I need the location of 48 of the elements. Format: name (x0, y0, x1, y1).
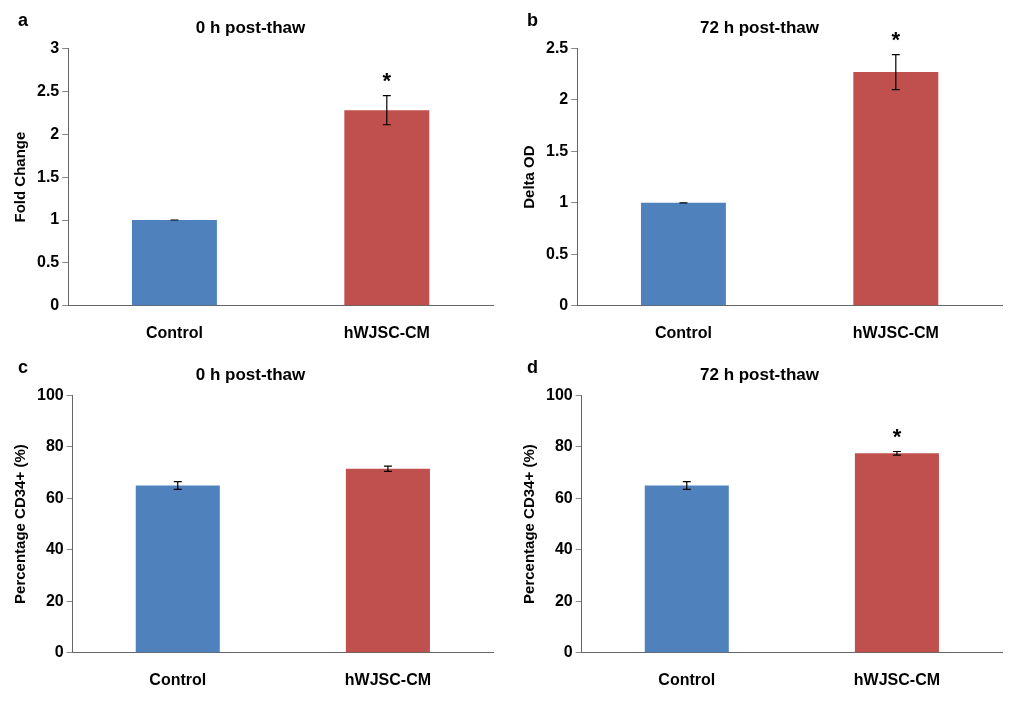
y-tick-label: 40 (554, 540, 573, 558)
x-tick-label: Control (654, 323, 712, 341)
y-tick-label: 0 (54, 643, 64, 661)
y-tick-label: 0 (50, 296, 60, 314)
y-axis-title: Percentage CD34+ (%) (520, 444, 538, 604)
x-tick-label: Control (149, 670, 207, 688)
text: c (18, 357, 29, 378)
chart-title: 0 h post-thaw (195, 364, 307, 384)
y-tick-label: 80 (45, 437, 64, 455)
y-tick-label: 100 (545, 385, 573, 403)
x-tick-label: Control (658, 670, 716, 688)
x-tick-label: Control (145, 323, 203, 341)
text: b (527, 10, 538, 31)
y-tick-label: 60 (45, 488, 64, 506)
annotation: * (892, 423, 902, 449)
y-axis-title: Percentage CD34+ (%) (11, 444, 29, 604)
y-tick-label: 2.5 (36, 81, 60, 99)
text: d (527, 357, 538, 378)
y-tick-label: 1.5 (545, 141, 569, 159)
y-tick-label: 2 (559, 90, 569, 108)
y-tick-label: 3 (50, 38, 60, 56)
chart-title: 72 h post-thaw (699, 364, 820, 384)
chart-title: 72 h post-thaw (699, 17, 820, 37)
y-tick-label: 80 (554, 437, 573, 455)
y-tick-label: 1 (559, 193, 569, 211)
y-tick-label: 100 (36, 385, 64, 403)
y-tick-label: 60 (554, 488, 573, 506)
x-tick-label: hWJSC-CM (344, 670, 432, 688)
x-tick-label: hWJSC-CM (853, 670, 941, 688)
y-tick-label: 0 (563, 643, 573, 661)
y-tick-label: 0.5 (36, 253, 60, 271)
y-tick-label: 2.5 (545, 38, 569, 56)
y-axis-title: Delta OD (520, 145, 538, 209)
y-tick-label: 20 (554, 591, 573, 609)
y-tick-label: 0 (559, 296, 569, 314)
x-tick-label: hWJSC-CM (852, 323, 939, 341)
chart-title: 0 h post-thaw (195, 17, 307, 37)
y-tick-label: 20 (45, 591, 64, 609)
annotation: * (382, 67, 392, 93)
y-axis-title: Fold Change (11, 131, 29, 223)
y-tick-label: 0.5 (545, 244, 569, 262)
y-tick-label: 2 (50, 124, 60, 142)
annotation: * (891, 26, 901, 52)
text: a (18, 10, 29, 31)
x-tick-label: hWJSC-CM (343, 323, 430, 341)
y-tick-label: 1.5 (36, 167, 60, 185)
y-tick-label: 1 (50, 210, 60, 228)
y-tick-label: 40 (45, 540, 64, 558)
